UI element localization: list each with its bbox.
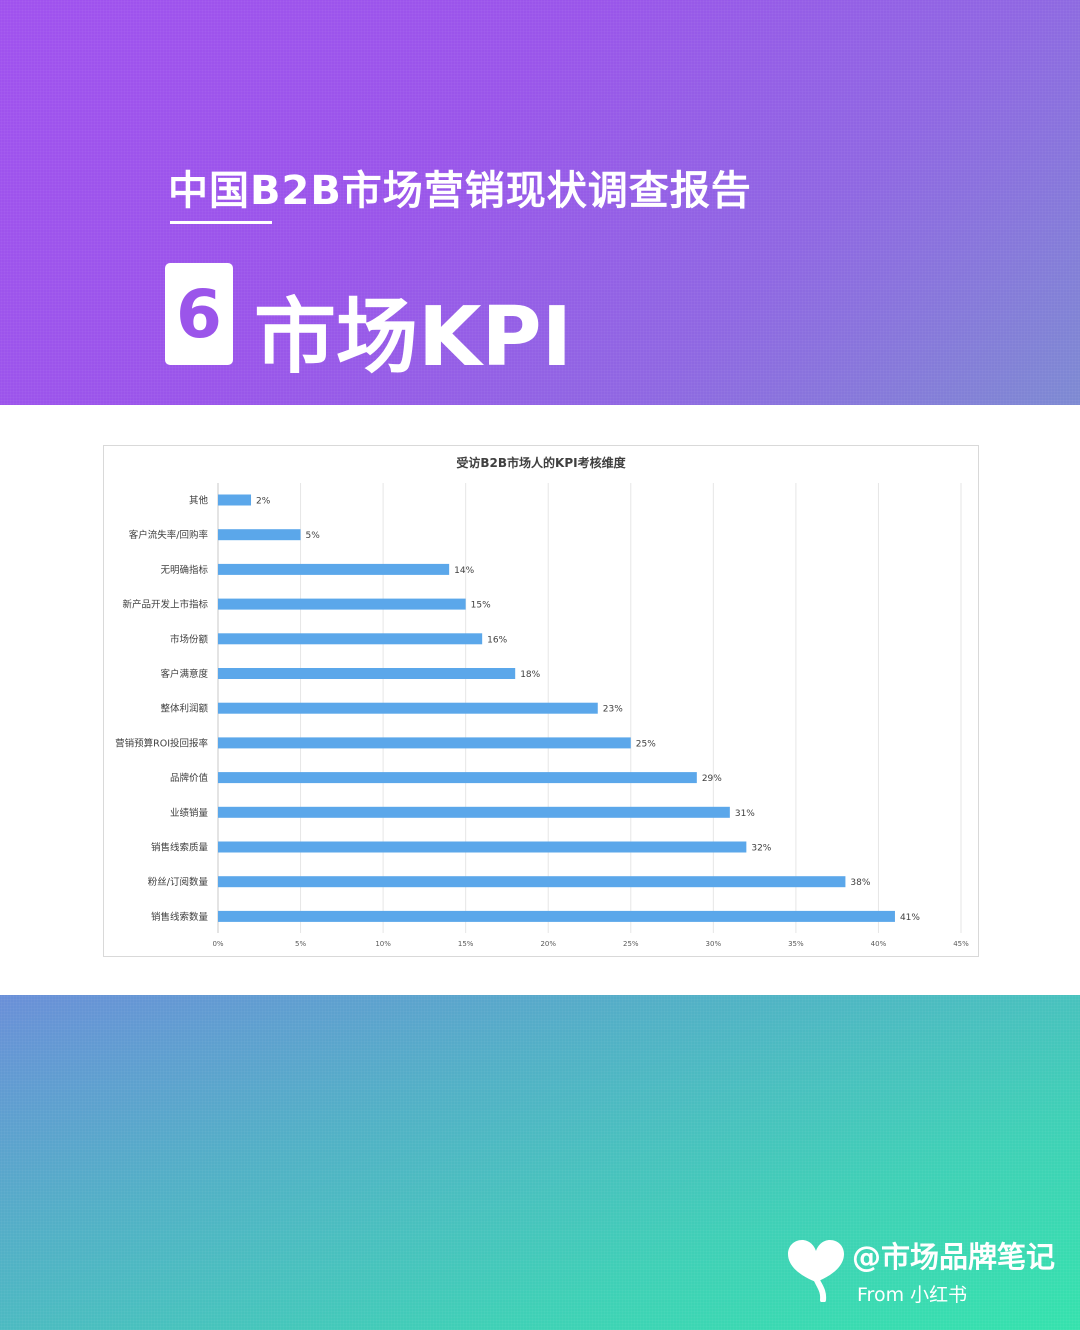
category-label: 客户满意度 [160,668,208,680]
data-label: 23% [603,705,623,715]
category-label: 粉丝/订阅数量 [148,876,209,888]
x-tick-label: 5% [295,940,306,948]
category-label: 整体利润额 [160,703,208,715]
category-label: 业绩销量 [170,807,209,819]
category-label: 市场份额 [170,633,209,645]
bar [218,494,252,506]
category-label: 营销预算ROI投回报率 [115,737,208,749]
heart-sprout-logo-icon [788,1240,844,1302]
x-tick-label: 20% [540,940,556,948]
category-label: 客户流失率/回购率 [129,529,209,541]
data-label: 41% [900,913,920,923]
bar [218,737,631,749]
category-label: 品牌价值 [170,772,209,784]
x-tick-label: 45% [953,940,969,948]
bar [218,806,730,818]
bar [218,772,697,784]
bar [218,702,598,714]
x-tick-label: 10% [375,940,391,948]
kpi-bar-chart: 受访B2B市场人的KPI考核维度 其他客户流失率/回购率无明确指标新产品开发上市… [115,455,969,948]
x-tick-label: 30% [706,940,722,948]
bar [218,633,483,645]
data-label: 14% [454,566,474,576]
data-label: 38% [850,878,870,888]
data-label: 15% [471,601,491,611]
report-title: 中国B2B市场营销现状调查报告 [168,168,752,214]
data-label: 2% [256,497,271,507]
bar [218,910,895,922]
category-label: 其他 [189,495,209,507]
bar [218,876,846,888]
bar [218,841,747,853]
data-label: 25% [636,739,656,749]
source-label: From 小红书 [857,1284,968,1306]
category-label: 新产品开发上市指标 [122,599,208,611]
account-handle: @市场品牌笔记 [852,1240,1056,1274]
title-divider [170,221,272,224]
bar [218,668,516,679]
data-label: 5% [306,531,321,541]
x-tick-label: 15% [458,940,474,948]
bar [218,529,301,541]
chart-title: 受访B2B市场人的KPI考核维度 [456,455,626,470]
data-label: 18% [520,670,540,680]
data-label: 29% [702,774,722,784]
footer-banner [0,995,1080,1330]
data-label: 32% [751,844,771,854]
data-label: 16% [487,635,507,645]
bar [218,598,466,610]
section-title: 市场KPI [254,290,573,385]
section-number-badge: 6 [165,263,233,365]
chart-frame: 受访B2B市场人的KPI考核维度 其他客户流失率/回购率无明确指标新产品开发上市… [103,445,979,957]
footer-texture [0,995,1080,1330]
category-label: 销售线索数量 [151,911,209,923]
x-tick-label: 40% [871,940,887,948]
category-label: 销售线索质量 [151,842,209,854]
data-label: 31% [735,809,755,819]
bar [218,563,450,575]
x-tick-label: 0% [212,940,223,948]
x-tick-label: 35% [788,940,804,948]
x-tick-label: 25% [623,940,639,948]
category-label: 无明确指标 [160,564,208,576]
